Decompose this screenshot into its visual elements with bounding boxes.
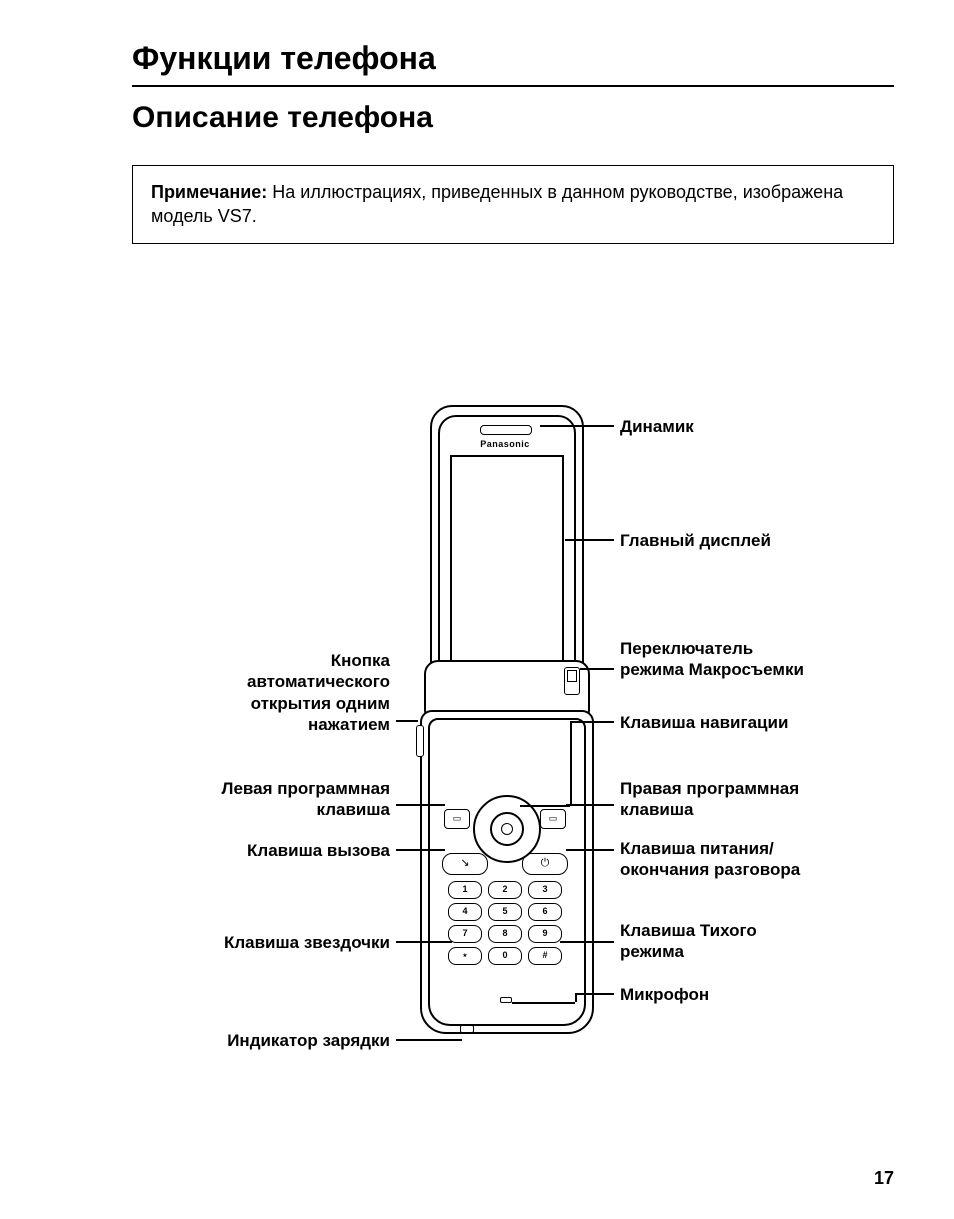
- keypad-key: 4: [448, 903, 482, 921]
- callout-label: Микрофон: [620, 984, 894, 1005]
- keypad-key: #: [528, 947, 562, 965]
- leader-line: [396, 720, 418, 722]
- leader-line: [575, 993, 614, 995]
- callout-label: Клавиша Тихого режима: [620, 920, 894, 963]
- keypad-key: 5: [488, 903, 522, 921]
- keypad-key: 1: [448, 881, 482, 899]
- keypad-key: ⋆: [448, 947, 482, 965]
- keypad-key: 9: [528, 925, 562, 943]
- callout-label: Главный дисплей: [620, 530, 894, 551]
- keypad-key: 8: [488, 925, 522, 943]
- note-label: Примечание:: [151, 182, 267, 202]
- leader-line: [566, 804, 614, 806]
- callout-label: Переключатель режима Макросъемки: [620, 638, 894, 681]
- leader-line: [565, 539, 614, 541]
- leader-line: [570, 721, 572, 805]
- keypad-key: 7: [448, 925, 482, 943]
- callout-label: Динамик: [620, 416, 894, 437]
- microphone-icon: [500, 997, 512, 1003]
- right-softkey-icon: ▭: [540, 809, 566, 829]
- leader-line: [575, 993, 577, 1002]
- callout-label: Кнопка автоматического открытия одним на…: [0, 650, 390, 735]
- keypad-key: 2: [488, 881, 522, 899]
- callout-label: Правая программная клавиша: [620, 778, 894, 821]
- keypad-key: 6: [528, 903, 562, 921]
- call-key-icon: ↘: [442, 853, 488, 875]
- charge-led-icon: [460, 1025, 474, 1033]
- leader-line: [396, 849, 445, 851]
- leader-line: [540, 425, 614, 427]
- earpiece-icon: [480, 425, 532, 435]
- phone-brand: Panasonic: [420, 439, 590, 449]
- nav-center-icon: [490, 812, 524, 846]
- keypad-key: 3: [528, 881, 562, 899]
- one-push-button-icon: [416, 725, 424, 757]
- main-display: [450, 455, 564, 664]
- end-key-icon: ⏻: [522, 853, 568, 875]
- note-box: Примечание: На иллюстрациях, приведенных…: [132, 165, 894, 244]
- leader-line: [396, 804, 445, 806]
- leader-line: [560, 941, 614, 943]
- leader-line: [512, 1002, 575, 1004]
- leader-line: [396, 1039, 462, 1041]
- page-title-h1: Функции телефона: [132, 40, 894, 77]
- title-rule: [132, 85, 894, 87]
- page-number: 17: [874, 1168, 894, 1189]
- leader-line: [396, 941, 452, 943]
- callout-label: Клавиша звездочки: [0, 932, 390, 953]
- callout-label: Клавиша навигации: [620, 712, 894, 733]
- leader-line: [566, 849, 614, 851]
- phone-diagram: Panasonic ▭ ▭ ↘ ⏻ 123 456 789 ⋆ 0 # Кнопка ав…: [0, 390, 954, 1070]
- leader-line: [520, 805, 570, 807]
- callout-label: Индикатор зарядки: [0, 1030, 390, 1051]
- manual-page: Функции телефона Описание телефона Приме…: [0, 0, 954, 1219]
- leader-line: [580, 668, 614, 670]
- phone-illustration: Panasonic ▭ ▭ ↘ ⏻ 123 456 789 ⋆ 0 #: [420, 405, 590, 1045]
- callout-label: Клавиша вызова: [0, 840, 390, 861]
- page-title-h2: Описание телефона: [132, 101, 894, 135]
- left-softkey-icon: ▭: [444, 809, 470, 829]
- macro-switch-icon: [564, 667, 580, 695]
- keypad-key: 0: [488, 947, 522, 965]
- leader-line: [570, 721, 614, 723]
- keypad: 123 456 789 ⋆ 0 #: [448, 881, 562, 965]
- callout-label: Левая программная клавиша: [0, 778, 390, 821]
- callout-label: Клавиша питания/ окончания разговора: [620, 838, 894, 881]
